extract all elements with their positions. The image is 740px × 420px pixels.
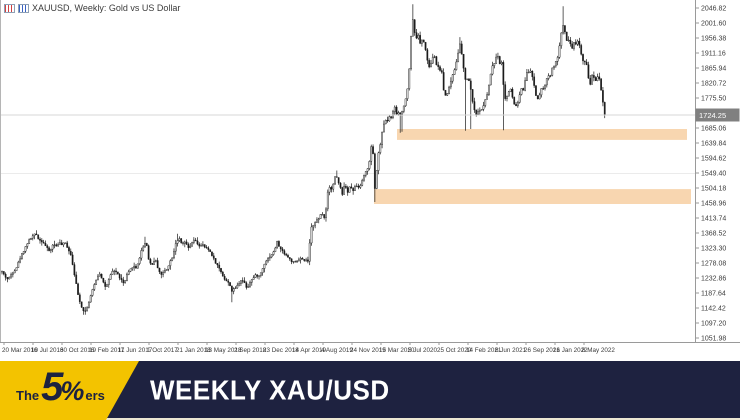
candle-wicks [1, 4, 606, 315]
date-tick-label: 11 Jun 2017 [118, 347, 153, 354]
date-tick-label: 26 Sep 2021 [524, 347, 560, 354]
date-tick-label: 5 Jul 2020 [408, 347, 438, 354]
price-tick-label: 2046.82 [701, 6, 726, 13]
price-tick-label: 1413.74 [701, 216, 726, 223]
date-tick-label: 1 Oct 2017 [147, 347, 178, 354]
price-tick-label: 1865.94 [701, 66, 726, 73]
candle-bodies-down [2, 19, 606, 312]
price-tick-label: 1775.50 [701, 96, 726, 103]
date-tick-label: 13 May 2018 [205, 347, 242, 354]
the5ers-logo: The 5 % ers [16, 367, 105, 413]
price-tick-label: 1368.52 [701, 231, 726, 238]
chart-title-bar: XAUUSD, Weekly: Gold vs US Dollar [4, 3, 180, 13]
date-tick-label: 8 May 2022 [582, 347, 615, 354]
price-tick-label: 1594.62 [701, 156, 726, 163]
price-tick-label: 1549.40 [701, 171, 726, 178]
current-price-box [695, 108, 740, 122]
candlestick-chart-icon-blue [18, 3, 29, 13]
price-tick-label: 1142.42 [701, 306, 726, 313]
price-tick-label: 1685.06 [701, 126, 726, 133]
price-tick-label: 1187.64 [701, 291, 726, 298]
price-tick-label: 1278.08 [701, 261, 726, 268]
date-tick-label: 10 Jul 2016 [31, 347, 64, 354]
date-tick-label: 14 Feb 2021 [466, 347, 502, 354]
date-tick-label: 20 Mar 2016 [2, 347, 38, 354]
price-tick-label: 1323.30 [701, 246, 726, 253]
date-tick-label: 2 Sep 2018 [234, 347, 267, 354]
candlestick-chart-icon-red [4, 3, 15, 13]
supply-demand-zone-lower [374, 189, 691, 204]
branding-banner: The 5 % ers WEEKLY XAU/USD [0, 361, 740, 420]
candlestick-chart-canvas[interactable]: 2046.82 2001.60 1956.38 1911.16 1865.94 1820.… [0, 0, 740, 361]
current-price-value: 1724.25 [699, 111, 726, 120]
price-tick-label: 2001.60 [701, 21, 726, 28]
date-tick-label: 24 Nov 2019 [350, 347, 386, 354]
price-chart[interactable]: 2046.82 2001.60 1956.38 1911.16 1865.94 1820.… [0, 0, 740, 361]
date-tick-label: 23 Dec 2018 [263, 347, 299, 354]
date-tick-label: 6 Jun 2021 [495, 347, 527, 354]
price-tick-label: 1232.86 [701, 276, 726, 283]
date-tick-label: 14 Apr 2019 [292, 347, 326, 354]
price-tick-label: 1956.38 [701, 36, 726, 43]
logo-five: 5 [41, 365, 63, 409]
logo-ers: ers [85, 388, 105, 403]
supply-demand-zone-upper [397, 129, 687, 140]
date-tick-label: 15 Mar 2020 [379, 347, 415, 354]
price-tick-label: 1458.96 [701, 201, 726, 208]
price-tick-label: 1911.16 [701, 51, 726, 58]
date-tick-label: 25 Oct 2020 [437, 347, 472, 354]
price-tick-label: 1097.20 [701, 321, 726, 328]
chart-title: XAUUSD, Weekly: Gold vs US Dollar [32, 3, 181, 13]
candle-bodies-up [1, 19, 599, 312]
price-tick-label: 1820.72 [701, 81, 726, 88]
banner-headline: WEEKLY XAU/USD [150, 374, 390, 406]
banner-baseline [0, 418, 740, 420]
logo-percent: % [60, 376, 85, 406]
date-tick-label: 16 Jan 2022 [553, 347, 588, 354]
date-tick-label: 21 Jan 2018 [176, 347, 211, 354]
price-tick-label: 1051.98 [701, 336, 726, 343]
date-tick-label: 4 Aug 2019 [321, 347, 353, 354]
price-tick-label: 1504.18 [701, 186, 726, 193]
price-tick-label: 1639.84 [701, 141, 726, 148]
date-tick-label: 19 Feb 2017 [89, 347, 125, 354]
logo-the: The [16, 388, 40, 403]
date-tick-label: 30 Oct 2016 [60, 347, 95, 354]
